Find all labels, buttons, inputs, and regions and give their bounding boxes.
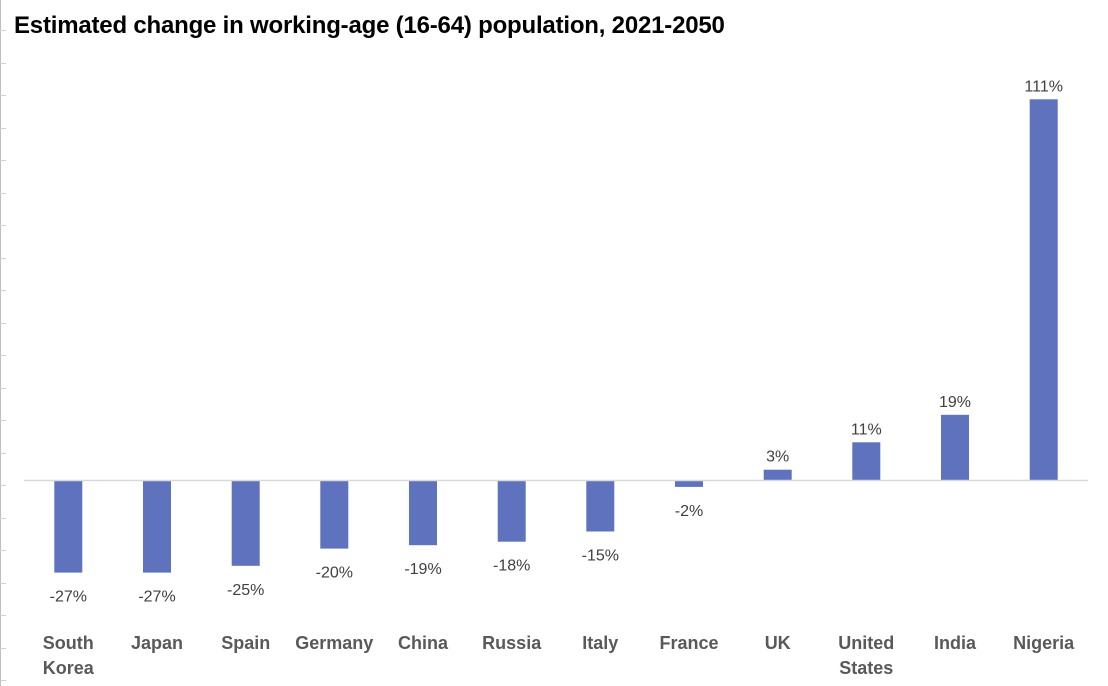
category-label-germany: Germany: [295, 633, 373, 653]
row-marker: [0, 518, 6, 519]
row-marker: [0, 388, 6, 389]
row-marker: [0, 453, 6, 454]
category-label-india: India: [934, 633, 977, 653]
bar-nigeria: [1029, 99, 1058, 481]
row-marker: [0, 95, 6, 96]
row-marker: [0, 680, 6, 681]
category-label-uk: UK: [765, 633, 791, 653]
row-marker: [0, 323, 6, 324]
data-label-germany: -20%: [316, 565, 353, 582]
category-label-russia: Russia: [482, 633, 542, 653]
row-marker: [0, 30, 6, 31]
bar-united-states: [852, 442, 881, 480]
chart-title: Estimated change in working-age (16-64) …: [14, 12, 725, 39]
sheet-row-markers: [0, 0, 8, 686]
row-marker: [0, 290, 6, 291]
data-label-russia: -18%: [493, 558, 530, 575]
bar-germany: [320, 480, 349, 549]
bar-south-korea: [54, 480, 83, 573]
category-label-nigeria: Nigeria: [1013, 633, 1075, 653]
row-marker: [0, 648, 6, 649]
data-labels-group: -27% -27% -25% -20% -19% -18% -15% -2% 3% 11% 19% 1…: [50, 78, 1063, 605]
row-marker: [0, 355, 6, 356]
data-label-uk: 3%: [766, 449, 789, 466]
category-labels-group: South Korea Japan Spain Germany China Russia It…: [43, 633, 1075, 678]
bar-italy: [586, 480, 615, 532]
bar-india: [941, 414, 969, 480]
data-label-italy: -15%: [582, 548, 619, 565]
data-label-united-states: 11%: [851, 421, 882, 438]
data-label-nigeria: 111%: [1024, 78, 1063, 95]
bar-china: [409, 480, 437, 546]
data-label-france: -2%: [675, 503, 703, 520]
data-label-japan: -27%: [138, 589, 175, 606]
category-label-united-states: United States: [838, 633, 894, 678]
row-marker: [0, 615, 6, 616]
data-label-india: 19%: [939, 394, 971, 411]
row-marker: [0, 258, 6, 259]
data-label-south-korea: -27%: [50, 589, 87, 606]
row-marker: [0, 63, 6, 64]
bar-uk: [763, 469, 792, 480]
category-label-japan: Japan: [131, 633, 183, 653]
row-marker: [0, 485, 6, 486]
row-marker: [0, 128, 6, 129]
bar-france: [675, 480, 703, 487]
row-marker: [0, 550, 6, 551]
row-marker: [0, 583, 6, 584]
category-label-spain: Spain: [221, 633, 270, 653]
bar-spain: [231, 480, 260, 566]
bar-russia: [497, 480, 526, 542]
category-label-france: France: [659, 633, 718, 653]
category-label-china: China: [398, 633, 449, 653]
bars-group: [54, 99, 1058, 573]
category-label-italy: Italy: [582, 633, 618, 653]
sheet-left-border: [0, 0, 1, 686]
category-label-south-korea: South Korea: [43, 633, 95, 678]
data-label-spain: -25%: [227, 582, 264, 599]
row-marker: [0, 225, 6, 226]
bar-japan: [143, 480, 171, 573]
row-marker: [0, 193, 6, 194]
data-label-china: -19%: [404, 561, 441, 578]
row-marker: [0, 160, 6, 161]
row-marker: [0, 420, 6, 421]
